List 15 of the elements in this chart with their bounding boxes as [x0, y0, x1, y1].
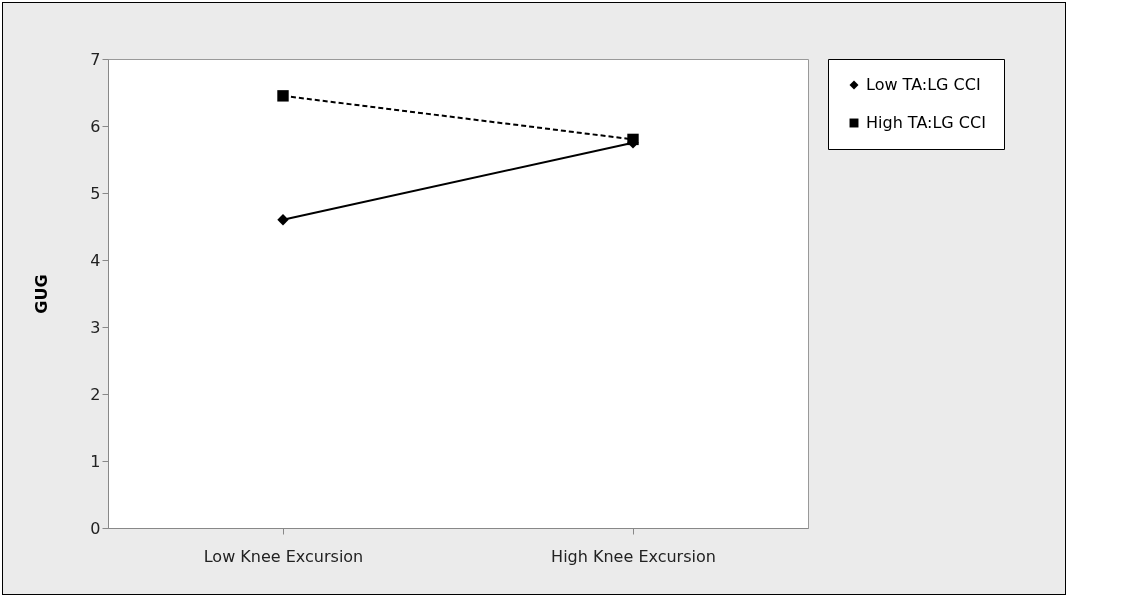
y-tick-label: 4 — [90, 250, 101, 270]
y-tick-label: 0 — [90, 518, 101, 538]
y-tick-label: 7 — [90, 49, 101, 69]
y-tick-label: 2 — [90, 384, 101, 404]
y-axis-title: GUG — [32, 274, 52, 314]
y-tick-label: 5 — [90, 183, 101, 203]
y-tick-label: 6 — [90, 116, 101, 136]
y-tick-label: 3 — [90, 317, 101, 337]
point — [277, 214, 289, 226]
x-tick-label: Low Knee Excursion — [203, 546, 364, 566]
legend-label: Low TA:LG CCI — [866, 75, 981, 94]
x-tick-label: High Knee Excursion — [551, 546, 716, 566]
legend-label: High TA:LG CCI — [866, 113, 986, 132]
y-tick-label: 1 — [90, 451, 101, 471]
point — [277, 90, 289, 102]
